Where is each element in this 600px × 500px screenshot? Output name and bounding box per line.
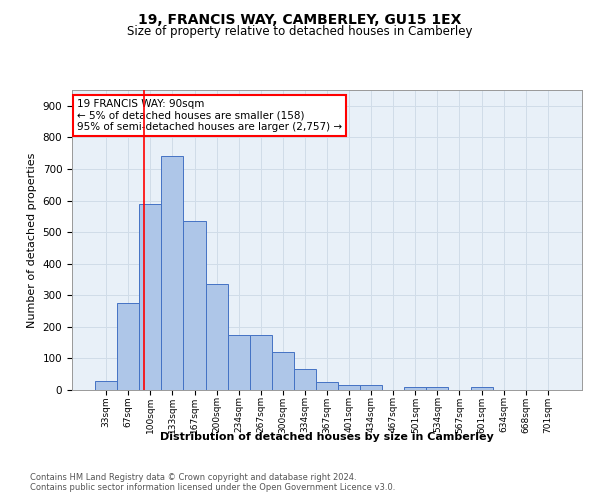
Bar [95,382,117,390]
Bar [316,382,338,390]
Bar [184,221,206,390]
Bar [360,386,382,390]
Text: Size of property relative to detached houses in Camberley: Size of property relative to detached ho… [127,25,473,38]
Text: Distribution of detached houses by size in Camberley: Distribution of detached houses by size … [160,432,494,442]
Y-axis label: Number of detached properties: Number of detached properties [27,152,37,328]
Bar [139,204,161,390]
Text: Contains HM Land Registry data © Crown copyright and database right 2024.: Contains HM Land Registry data © Crown c… [30,472,356,482]
Text: 19 FRANCIS WAY: 90sqm
← 5% of detached houses are smaller (158)
95% of semi-deta: 19 FRANCIS WAY: 90sqm ← 5% of detached h… [77,99,342,132]
Bar [404,387,427,390]
Bar [294,370,316,390]
Text: Contains public sector information licensed under the Open Government Licence v3: Contains public sector information licen… [30,482,395,492]
Bar [206,284,227,390]
Bar [272,352,294,390]
Bar [338,386,360,390]
Bar [250,334,272,390]
Bar [227,334,250,390]
Text: 19, FRANCIS WAY, CAMBERLEY, GU15 1EX: 19, FRANCIS WAY, CAMBERLEY, GU15 1EX [139,12,461,26]
Bar [117,303,139,390]
Bar [427,387,448,390]
Bar [470,387,493,390]
Bar [161,156,184,390]
